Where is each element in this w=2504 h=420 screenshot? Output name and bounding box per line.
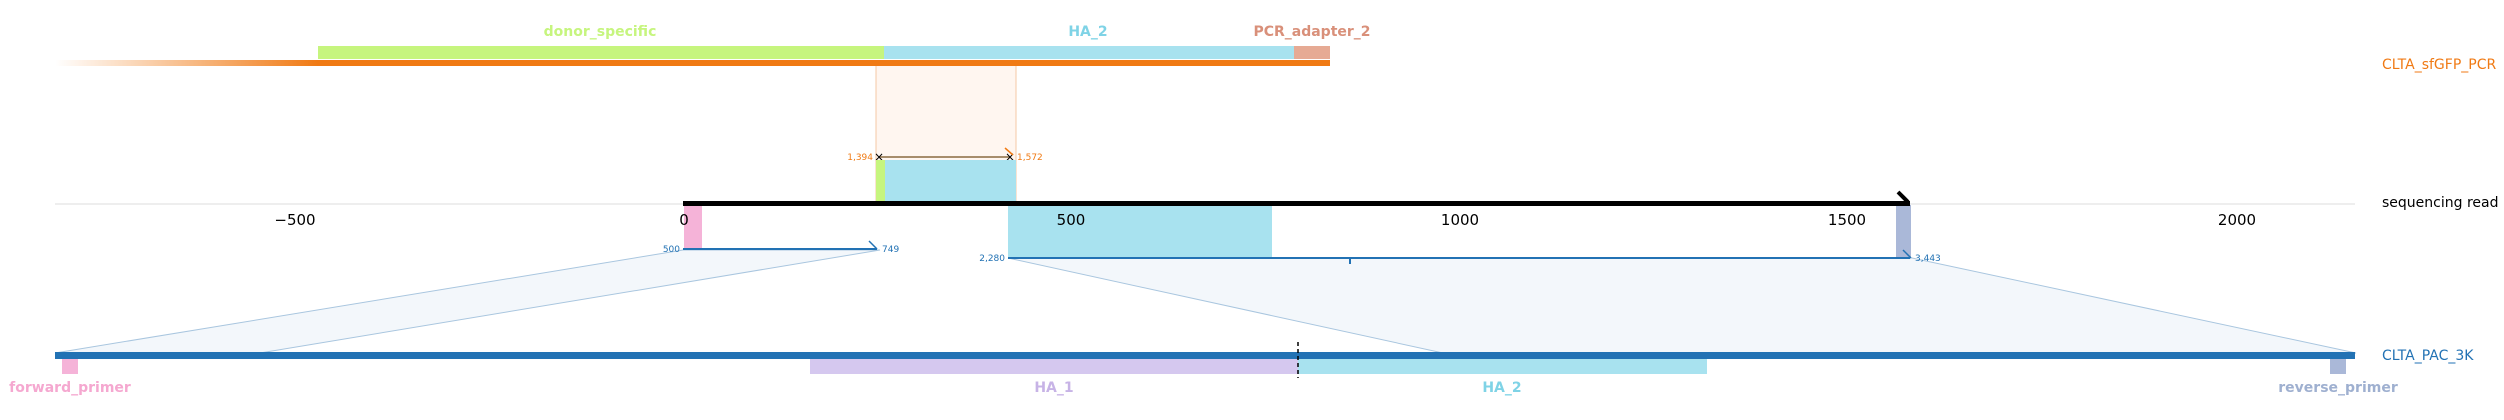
bottom-right-alignment-start-coord: 2,280 (979, 254, 1005, 264)
read-reverse-primer-highlight (1896, 205, 1911, 257)
bottom-left-alignment-end-coord: 749 (882, 245, 899, 255)
read-forward-primer-highlight (684, 205, 702, 248)
read-ha-2-highlight-lower (1008, 205, 1272, 257)
bottom-left-alignment-band (54, 249, 881, 354)
bottom-right-alignment-end-coord: 3,443 (1915, 254, 1941, 264)
read-arrow-icon (1896, 190, 1910, 204)
read-donor-specific-highlight (876, 160, 885, 202)
top-alignment-start-mark: × (874, 150, 884, 164)
bottom-right-alignment-arrow-icon (1902, 249, 1912, 259)
bottom-feature-forward-primer-bar (62, 359, 78, 374)
bottom-left-alignment-start-coord: 500 (663, 245, 680, 255)
bottom-feature-reverse-primer-label: reverse_primer (2278, 380, 2398, 396)
tick-label: −500 (274, 211, 315, 229)
sequencing-read-line (683, 201, 1910, 206)
read-ha-2-highlight-upper (885, 160, 1016, 202)
top-feature-ha-2-label: HA_2 (1068, 24, 1107, 40)
bottom-feature-ha-2-label: HA_2 (1482, 380, 1521, 396)
bottom-reference-name: CLTA_PAC_3K (2382, 348, 2474, 364)
bottom-feature-reverse-primer-bar (2330, 359, 2346, 374)
top-alignment-end-coord: 1,572 (1017, 153, 1043, 163)
tick-label: 1000 (1441, 211, 1479, 229)
top-reference-fade-line (55, 60, 318, 66)
bottom-right-alignment-band (1007, 257, 2357, 354)
bottom-feature-ha-2-bar (1298, 359, 1707, 374)
bottom-reference-line (55, 352, 2355, 359)
bottom-left-alignment-arrow-icon (868, 240, 878, 250)
bottom-feature-forward-primer-label: forward_primer (9, 380, 131, 396)
tick-label: 0 (679, 211, 689, 229)
top-feature-pcr-adapter-2-bar (1294, 46, 1330, 59)
top-reference-name: CLTA_sfGFP_PCR (2382, 57, 2496, 73)
top-feature-pcr-adapter-2-label: PCR_adapter_2 (1253, 24, 1370, 40)
top-alignment-end-mark: × (1005, 150, 1015, 164)
tick-label: 1500 (1828, 211, 1866, 229)
bottom-feature-ha-1-label: HA_1 (1034, 380, 1073, 396)
read-name: sequencing read (2382, 195, 2498, 211)
top-alignment-arrow-icon (1004, 147, 1014, 156)
top-feature-donor-specific-label: donor_specific (544, 24, 657, 40)
top-reference-line (318, 60, 1330, 66)
tick-label: 2000 (2218, 211, 2256, 229)
top-feature-donor-specific-bar (318, 46, 884, 59)
bottom-feature-ha-1-bar (810, 359, 1298, 374)
top-alignment-start-coord: 1,394 (847, 153, 873, 163)
x-axis-ticks: −500 0 500 1000 1500 2000 (274, 211, 2256, 229)
top-feature-ha-2-bar (884, 46, 1294, 59)
tick-label: 500 (1057, 211, 1086, 229)
